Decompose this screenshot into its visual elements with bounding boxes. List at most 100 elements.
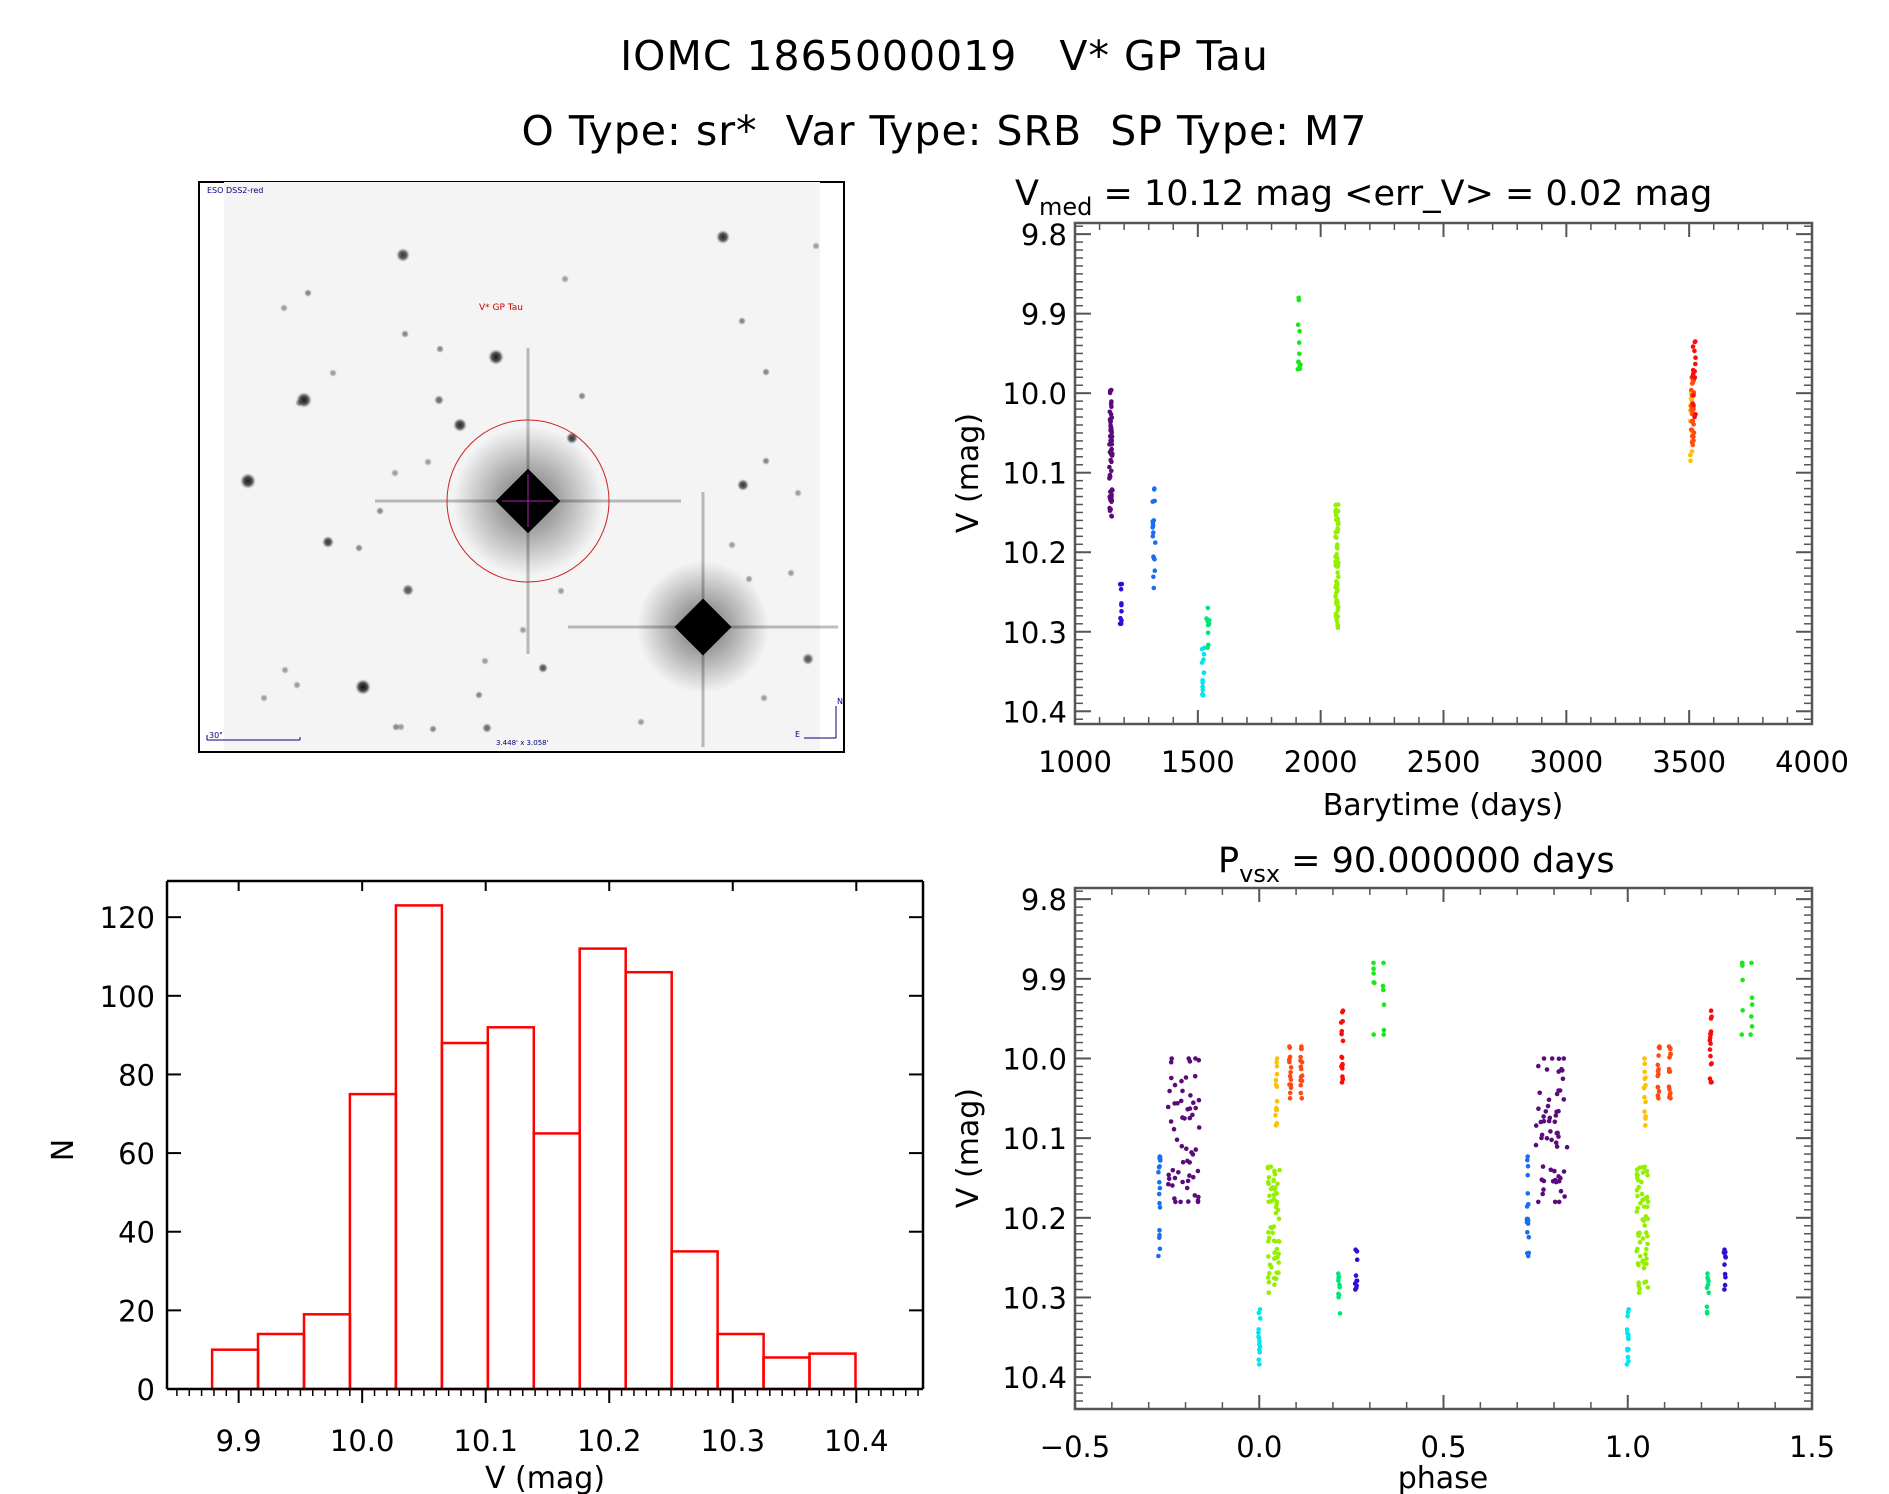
data-point-season-1 xyxy=(1107,450,1113,455)
data-point-season-5 xyxy=(1336,1274,1342,1279)
data-point-season-6 xyxy=(1381,1027,1387,1033)
data-point-season-1 xyxy=(1558,1188,1564,1194)
phase-curve-title: Pvsx = 90.000000 days xyxy=(1218,841,1615,888)
data-point-season-7 xyxy=(1269,1225,1275,1231)
y-tick-label: 10.3 xyxy=(1002,616,1067,650)
data-point-season-9 xyxy=(1287,1090,1293,1096)
data-point-season-1 xyxy=(1172,1175,1178,1181)
data-point-season-6 xyxy=(1740,977,1745,983)
x-tick-label: 3500 xyxy=(1652,745,1726,779)
star xyxy=(281,666,289,674)
data-point-season-2 xyxy=(1353,1287,1358,1292)
x-tick-label: 10.2 xyxy=(577,1424,642,1458)
data-point-season-7 xyxy=(1643,1214,1649,1219)
data-point-season-1 xyxy=(1187,1160,1192,1165)
data-point-season-3 xyxy=(1157,1232,1162,1238)
data-point-season-6 xyxy=(1749,1002,1755,1007)
data-point-season-3 xyxy=(1157,1156,1162,1161)
data-point-season-7 xyxy=(1267,1270,1272,1276)
star xyxy=(794,489,802,497)
data-point-season-7 xyxy=(1333,502,1338,508)
data-point-season-6 xyxy=(1295,322,1301,328)
data-point-season-5 xyxy=(1205,630,1211,636)
data-point-season-10 xyxy=(1339,1080,1345,1085)
x-tick-label: 1000 xyxy=(1038,745,1112,779)
data-point-season-1 xyxy=(1107,388,1113,394)
data-point-season-7 xyxy=(1271,1177,1276,1183)
data-point-season-7 xyxy=(1641,1265,1647,1271)
data-point-season-1 xyxy=(1539,1135,1544,1141)
data-point-season-1 xyxy=(1195,1199,1201,1205)
data-point-season-5 xyxy=(1704,1311,1710,1316)
y-tick-label: 10.0 xyxy=(1002,377,1067,411)
data-point-season-1 xyxy=(1170,1167,1176,1173)
data-point-season-7 xyxy=(1272,1250,1277,1255)
data-point-season-7 xyxy=(1635,1177,1641,1183)
star xyxy=(280,304,288,312)
data-point-season-6 xyxy=(1380,983,1386,989)
data-point-season-1 xyxy=(1109,404,1114,410)
data-point-season-1 xyxy=(1547,1115,1553,1121)
data-point-season-6 xyxy=(1739,1032,1745,1037)
data-point-season-4 xyxy=(1625,1354,1631,1360)
data-point-season-9 xyxy=(1656,1089,1662,1094)
data-point-season-9 xyxy=(1298,1046,1304,1051)
data-point-season-1 xyxy=(1184,1146,1189,1151)
x-tick-label: 0.5 xyxy=(1420,1430,1466,1464)
star xyxy=(260,694,268,702)
data-point-season-1 xyxy=(1537,1090,1542,1096)
data-point-season-10 xyxy=(1707,1047,1713,1052)
data-point-season-1 xyxy=(1107,464,1112,470)
data-point-season-2 xyxy=(1722,1282,1728,1288)
data-point-season-4 xyxy=(1625,1309,1631,1315)
data-point-season-9 xyxy=(1656,1067,1661,1072)
data-point-season-9 xyxy=(1287,1045,1293,1051)
data-point-season-3 xyxy=(1157,1246,1163,1252)
data-point-season-9 xyxy=(1287,1054,1293,1060)
star xyxy=(322,536,334,548)
data-point-season-2 xyxy=(1722,1287,1727,1292)
data-point-season-9 xyxy=(1298,1074,1304,1080)
data-point-season-1 xyxy=(1191,1100,1196,1105)
star xyxy=(434,395,444,405)
data-point-season-1 xyxy=(1552,1199,1558,1205)
histogram-ylabel: N xyxy=(46,1139,81,1161)
data-point-season-1 xyxy=(1187,1059,1193,1064)
data-point-season-2 xyxy=(1354,1283,1359,1289)
data-point-season-4 xyxy=(1199,646,1205,652)
data-point-season-1 xyxy=(1108,424,1114,430)
data-point-season-7 xyxy=(1271,1275,1277,1281)
field-size-label: 3.448' x 3.058' xyxy=(496,739,549,747)
data-point-season-6 xyxy=(1371,1032,1376,1037)
data-point-season-1 xyxy=(1166,1176,1172,1182)
data-point-season-1 xyxy=(1196,1097,1202,1103)
data-point-season-10 xyxy=(1690,344,1696,349)
data-point-season-4 xyxy=(1257,1307,1263,1312)
data-point-season-6 xyxy=(1297,351,1302,357)
data-point-season-7 xyxy=(1267,1193,1272,1199)
data-point-season-9 xyxy=(1288,1070,1293,1075)
data-point-season-1 xyxy=(1184,1185,1190,1191)
data-point-season-1 xyxy=(1541,1056,1547,1061)
data-point-season-7 xyxy=(1267,1262,1273,1268)
data-point-season-5 xyxy=(1706,1290,1711,1296)
y-tick-label: 10.4 xyxy=(1002,1361,1067,1395)
data-point-season-2 xyxy=(1119,601,1124,606)
data-point-season-7 xyxy=(1645,1204,1650,1210)
data-point-season-1 xyxy=(1107,475,1112,480)
data-point-season-9 xyxy=(1299,1078,1305,1084)
star xyxy=(397,723,405,731)
data-point-season-2 xyxy=(1119,609,1124,614)
star xyxy=(240,473,256,489)
data-point-season-5 xyxy=(1205,645,1210,650)
data-point-season-6 xyxy=(1381,1032,1386,1037)
data-point-season-7 xyxy=(1272,1282,1277,1287)
data-point-season-1 xyxy=(1549,1137,1554,1143)
x-tick-label: 2500 xyxy=(1407,745,1481,779)
data-point-season-9 xyxy=(1288,1065,1294,1070)
data-point-season-1 xyxy=(1541,1118,1547,1124)
data-point-season-9 xyxy=(1690,407,1695,413)
phase-curve-xlabel: phase xyxy=(1398,1461,1489,1494)
star xyxy=(396,248,410,262)
data-point-season-10 xyxy=(1708,1080,1714,1085)
